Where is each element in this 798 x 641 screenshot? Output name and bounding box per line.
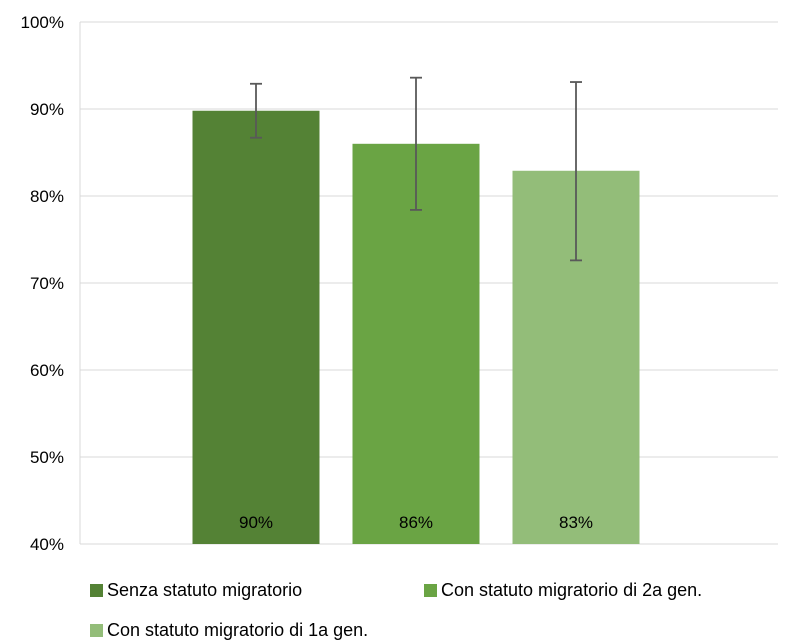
- bars: [192, 110, 640, 545]
- y-tick-label: 80%: [30, 187, 64, 206]
- error-bar: [250, 82, 262, 139]
- error-bar: [410, 76, 422, 211]
- y-tick-label: 90%: [30, 100, 64, 119]
- bar: [192, 110, 320, 545]
- y-tick-label: 60%: [30, 361, 64, 380]
- y-tick-label: 50%: [30, 448, 64, 467]
- y-tick-label: 70%: [30, 274, 64, 293]
- y-axis-tick-labels: 40% 50% 60% 70% 80% 90% 100%: [21, 13, 64, 554]
- data-label: 90%: [239, 513, 273, 532]
- data-label: 83%: [559, 513, 593, 532]
- data-labels: 90% 86% 83%: [239, 513, 593, 532]
- y-tick-label: 100%: [21, 13, 64, 32]
- data-label: 86%: [399, 513, 433, 532]
- y-tick-label: 40%: [30, 535, 64, 554]
- error-bars: [250, 76, 582, 262]
- error-bar: [570, 81, 582, 262]
